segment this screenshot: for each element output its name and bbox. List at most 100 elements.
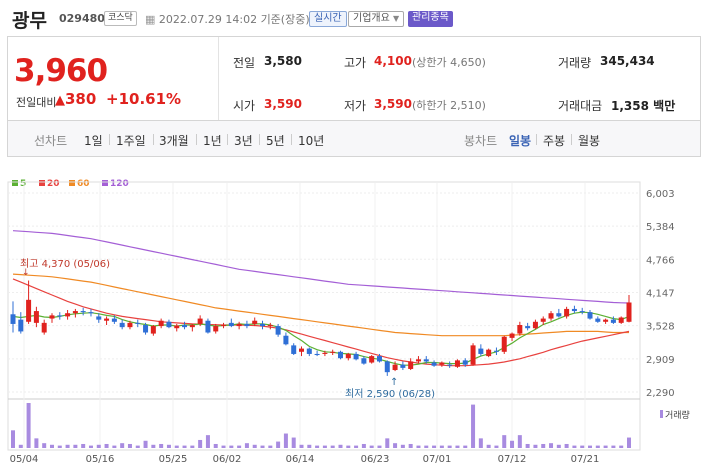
candle-body[interactable] — [189, 325, 195, 328]
candle-monthly[interactable]: 월봉 — [578, 134, 601, 148]
ma5-legend-swatch — [12, 180, 18, 186]
candle-body[interactable] — [509, 333, 515, 338]
ma20-line — [12, 278, 630, 367]
period-toolbar: 선차트 1일 1주일 3개월 1년 3년 5년 10년 봉차트 일봉 주봉 월봉 — [7, 120, 701, 157]
candle-body[interactable] — [415, 359, 421, 362]
candle-body[interactable] — [322, 352, 328, 354]
candle-body[interactable] — [353, 353, 359, 360]
candle-body[interactable] — [41, 322, 47, 333]
candle-body[interactable] — [80, 311, 86, 313]
candle-body[interactable] — [376, 356, 382, 362]
candle-body[interactable] — [361, 358, 367, 364]
candle-body[interactable] — [501, 336, 507, 352]
candle-weekly[interactable]: 주봉 — [543, 134, 566, 148]
ma5-legend-label: 5 — [20, 179, 26, 189]
candle-body[interactable] — [267, 325, 273, 327]
candle-body[interactable] — [392, 364, 398, 371]
candle-body[interactable] — [447, 364, 453, 366]
candle-body[interactable] — [610, 319, 616, 323]
period-10y[interactable]: 10년 — [298, 134, 325, 148]
candle-body[interactable] — [431, 362, 437, 366]
candle-body[interactable] — [423, 359, 429, 362]
candle-body[interactable] — [337, 351, 343, 359]
candle-body[interactable] — [197, 318, 203, 324]
candle-body[interactable] — [486, 349, 492, 357]
candle-body[interactable] — [33, 311, 39, 323]
candle-body[interactable] — [158, 320, 164, 327]
candle-body[interactable] — [221, 325, 227, 327]
period-1w[interactable]: 1주일 — [116, 134, 146, 148]
volume-bar — [65, 444, 70, 448]
company-info-button[interactable]: 기업개요 ▼ — [348, 11, 405, 27]
candle-body[interactable] — [291, 345, 297, 354]
candle-body[interactable] — [213, 326, 219, 332]
candle-body[interactable] — [174, 325, 180, 329]
candle-body[interactable] — [478, 348, 484, 354]
candle-body[interactable] — [345, 353, 351, 359]
candle-daily[interactable]: 일봉 — [509, 134, 532, 148]
candle-body[interactable] — [182, 325, 188, 328]
period-3y[interactable]: 3년 — [234, 134, 253, 148]
realtime-button[interactable]: 실시간 — [309, 11, 347, 27]
candle-body[interactable] — [384, 361, 390, 373]
candle-body[interactable] — [306, 348, 312, 354]
candle-body[interactable] — [454, 360, 460, 367]
candle-body[interactable] — [330, 351, 336, 353]
period-5y[interactable]: 5년 — [266, 134, 285, 148]
period-1y[interactable]: 1년 — [203, 134, 222, 148]
candle-body[interactable] — [26, 299, 32, 322]
managed-stock-badge[interactable]: 관리종목 — [408, 11, 453, 27]
candle-body[interactable] — [275, 326, 281, 335]
candle-body[interactable] — [205, 320, 211, 333]
y-tick-label: 4,147 — [646, 288, 675, 299]
candle-body[interactable] — [166, 321, 172, 328]
candle-body[interactable] — [462, 360, 468, 365]
candle-body[interactable] — [470, 345, 476, 365]
candle-body[interactable] — [595, 318, 601, 322]
stock-chart[interactable]: 5 20 60 120 6,003 5,384 4,766 4,147 3,528 2,9… — [0, 157, 703, 468]
candle-body[interactable] — [618, 317, 624, 323]
candle-body[interactable] — [400, 364, 406, 368]
period-1d[interactable]: 1일 — [84, 134, 103, 148]
candle-body[interactable] — [119, 322, 125, 328]
candle-body[interactable] — [260, 323, 266, 327]
candle-body[interactable] — [564, 308, 570, 317]
candle-body[interactable] — [104, 318, 110, 321]
candle-body[interactable] — [49, 315, 55, 319]
candle-body[interactable] — [626, 302, 632, 322]
candle-body[interactable] — [283, 335, 289, 345]
candle-body[interactable] — [244, 323, 250, 327]
candle-body[interactable] — [408, 361, 414, 369]
candle-body[interactable] — [96, 316, 102, 320]
candle-body[interactable] — [556, 313, 562, 317]
candle-body[interactable] — [57, 315, 63, 317]
candle-body[interactable] — [10, 314, 16, 324]
candle-body[interactable] — [88, 312, 94, 314]
candle-body[interactable] — [579, 311, 585, 313]
candle-body[interactable] — [65, 313, 71, 317]
candle-body[interactable] — [603, 319, 609, 322]
candle-body[interactable] — [587, 312, 593, 319]
candle-body[interactable] — [540, 318, 546, 322]
candle-body[interactable] — [517, 325, 523, 334]
candle-body[interactable] — [252, 320, 258, 324]
candle-body[interactable] — [299, 348, 305, 352]
candle-body[interactable] — [571, 308, 577, 312]
candle-body[interactable] — [72, 311, 78, 314]
candle-body[interactable] — [493, 350, 499, 352]
candle-body[interactable] — [548, 313, 554, 319]
candle-body[interactable] — [314, 353, 320, 356]
candle-body[interactable] — [439, 362, 445, 365]
candle-body[interactable] — [143, 325, 149, 333]
candle-body[interactable] — [228, 322, 234, 327]
candle-body[interactable] — [18, 319, 24, 332]
candle-body[interactable] — [127, 322, 133, 328]
candle-body[interactable] — [111, 318, 117, 322]
candle-body[interactable] — [150, 326, 156, 334]
candle-body[interactable] — [369, 356, 375, 363]
candle-body[interactable] — [236, 323, 242, 327]
candle-body[interactable] — [525, 326, 531, 329]
candle-body[interactable] — [532, 321, 538, 329]
candle-body[interactable] — [135, 322, 141, 324]
period-3m[interactable]: 3개월 — [159, 134, 189, 148]
